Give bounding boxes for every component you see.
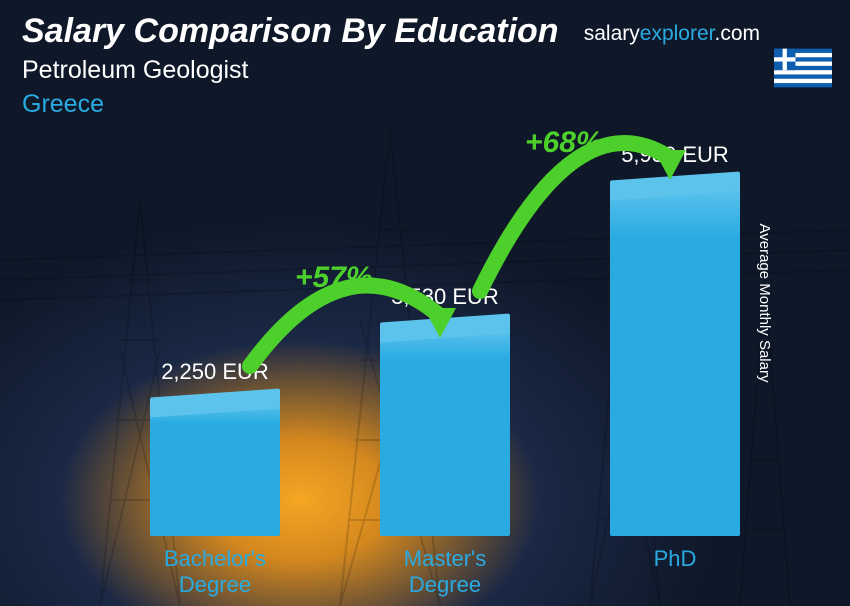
brand-logo: salaryexplorer.com <box>584 22 760 46</box>
bar-category-label: Master'sDegree <box>404 546 486 599</box>
brand-part-2: explorer <box>640 22 715 45</box>
bar-category-label: PhD <box>654 546 697 572</box>
increase-arrow <box>100 136 800 536</box>
bar-chart: 2,250 EURBachelor'sDegree3,530 EURMaster… <box>100 136 800 536</box>
greece-flag-icon <box>774 48 832 88</box>
chart-title: Salary Comparison By Education <box>22 12 559 51</box>
bar-category-label: Bachelor'sDegree <box>164 546 266 599</box>
country-label: Greece <box>22 90 104 119</box>
brand-part-3: .com <box>714 22 760 45</box>
brand-part-1: salary <box>584 22 640 45</box>
job-title: Petroleum Geologist <box>22 56 249 85</box>
